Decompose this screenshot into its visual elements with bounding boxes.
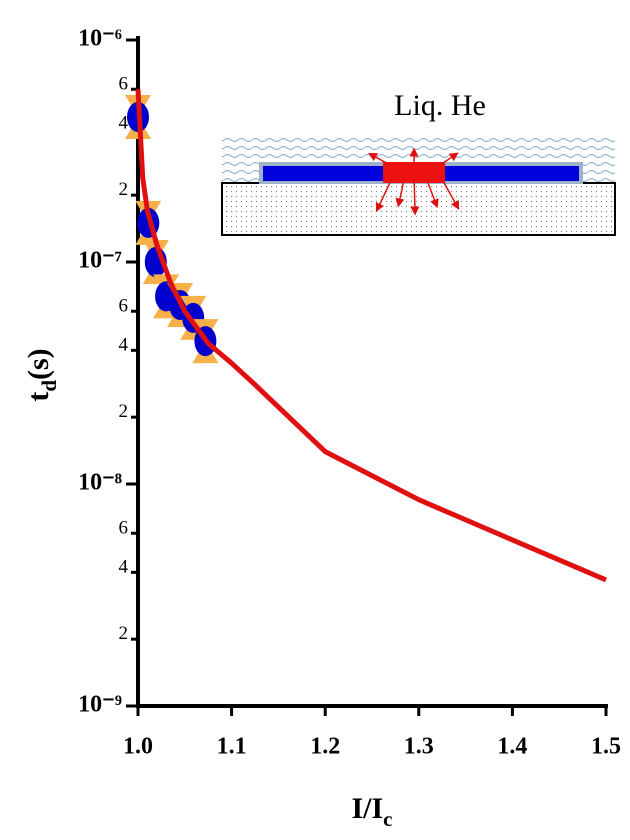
x-tick-label: 1.5	[591, 734, 621, 760]
x-label-main: I/I	[351, 792, 383, 825]
y-label-sub: d	[37, 380, 61, 392]
fit-curve	[135, 89, 607, 583]
inset-label: Liq. He	[394, 89, 486, 122]
inset: Liq. He	[221, 89, 616, 236]
y-tick-label: 6	[119, 517, 129, 538]
x-tick-label: 1.3	[404, 734, 434, 760]
y-tick-label: 10⁻⁶	[78, 26, 122, 52]
y-tick-label: 2	[119, 179, 129, 200]
x-tick-label: 1.0	[123, 734, 153, 760]
x-tick-label: 1.1	[217, 734, 247, 760]
x-tick-label: 1.4	[497, 734, 527, 760]
y-axis-label: td(s)	[22, 348, 61, 401]
y-tick-label: 6	[119, 295, 129, 316]
y-tick-label: 4	[119, 334, 129, 355]
y-label-unit: (s)	[22, 348, 55, 380]
y-tick-label: 10⁻⁸	[78, 470, 122, 496]
y-tick-label: 6	[119, 73, 129, 94]
x-tick-label: 1.2	[310, 734, 340, 760]
y-tick-label: 10⁻⁷	[78, 248, 122, 274]
y-tick-label: 2	[119, 623, 129, 644]
y-tick-label: 4	[119, 556, 129, 577]
y-tick-label: 4	[119, 112, 129, 133]
y-tick-label: 10⁻⁹	[78, 692, 122, 718]
y-label-main: t	[22, 392, 55, 402]
x-label-sub: c	[383, 807, 392, 831]
y-tick-label: 2	[119, 401, 129, 422]
x-axis-label: I/Ic	[351, 792, 392, 831]
